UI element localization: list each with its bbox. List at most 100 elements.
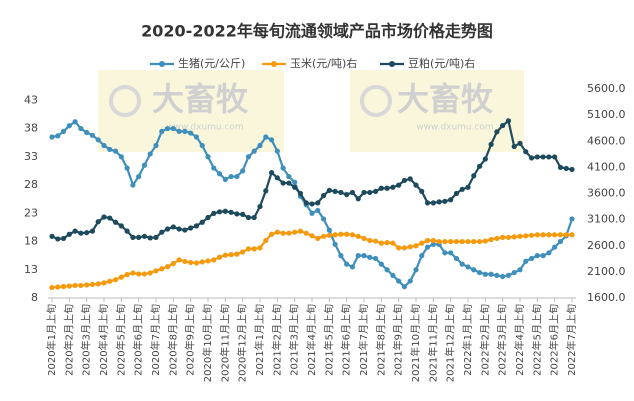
- watermark-logo: [109, 85, 141, 117]
- legend-marker: [159, 61, 165, 67]
- point: [332, 188, 338, 195]
- point: [332, 232, 338, 238]
- point: [251, 246, 257, 252]
- point: [448, 250, 454, 256]
- point: [442, 238, 448, 245]
- y2-tick-label: 2100.0: [587, 265, 626, 278]
- point: [199, 219, 205, 225]
- point: [476, 238, 483, 245]
- point: [448, 197, 454, 203]
- point: [182, 128, 188, 134]
- point: [505, 118, 512, 124]
- point: [211, 257, 217, 263]
- point: [240, 249, 246, 255]
- point: [528, 155, 535, 161]
- point: [234, 251, 240, 257]
- point: [384, 267, 390, 273]
- point: [338, 231, 344, 237]
- x-tick-label: 2021年12月上旬: [444, 304, 457, 382]
- point: [263, 237, 269, 244]
- point: [60, 128, 67, 134]
- x-tick-label: 2020年5月上旬: [114, 304, 127, 376]
- point: [349, 264, 356, 270]
- point: [309, 201, 315, 207]
- point: [118, 274, 124, 280]
- point: [344, 261, 350, 267]
- point: [471, 173, 477, 179]
- point: [390, 272, 396, 279]
- point: [188, 259, 194, 266]
- point: [448, 238, 454, 245]
- y-tick-label: 38: [24, 122, 38, 135]
- legend-marker: [271, 61, 277, 67]
- point: [130, 182, 136, 188]
- point: [338, 253, 344, 259]
- point: [511, 234, 517, 240]
- point: [199, 259, 205, 265]
- point: [552, 232, 558, 238]
- point: [280, 165, 286, 171]
- y2-tick-label: 5100.0: [587, 108, 626, 121]
- point: [118, 223, 124, 229]
- point: [407, 176, 413, 182]
- point: [274, 148, 280, 154]
- point: [546, 250, 552, 256]
- point: [292, 184, 298, 190]
- point: [517, 233, 523, 239]
- x-tick-label: 2022年5月上旬: [530, 304, 543, 376]
- x-tick-label: 2021年4月上旬: [305, 304, 318, 376]
- point: [442, 250, 448, 256]
- x-tick-label: 2020年12月上旬: [236, 304, 249, 382]
- point: [367, 254, 373, 260]
- point: [222, 208, 228, 214]
- point: [176, 226, 182, 232]
- point: [320, 216, 327, 222]
- point: [482, 238, 488, 244]
- point: [511, 143, 517, 150]
- point: [563, 165, 569, 172]
- point: [188, 130, 194, 136]
- point: [240, 168, 246, 174]
- point: [326, 187, 332, 193]
- point: [505, 272, 512, 279]
- point: [101, 142, 107, 149]
- x-tick-label: 2020年6月上旬: [132, 304, 145, 376]
- point: [107, 278, 113, 284]
- point: [228, 173, 234, 180]
- point: [193, 223, 200, 229]
- point: [528, 232, 535, 238]
- point: [49, 233, 55, 239]
- point: [557, 232, 564, 238]
- point: [309, 210, 315, 216]
- point: [118, 154, 124, 160]
- point: [274, 175, 280, 181]
- point: [130, 270, 136, 276]
- point: [170, 125, 176, 132]
- point: [78, 230, 84, 236]
- point: [112, 148, 119, 154]
- y2-tick-label: 3600.0: [587, 187, 626, 200]
- x-tick-label: 2020年10月上旬: [201, 304, 214, 382]
- point: [251, 214, 257, 221]
- point: [500, 273, 506, 280]
- point: [517, 140, 523, 146]
- point: [176, 128, 182, 134]
- point: [500, 122, 506, 129]
- point: [344, 191, 350, 198]
- x-tick-label: 2021年8月上旬: [374, 304, 387, 376]
- point: [482, 156, 488, 162]
- point: [268, 231, 275, 237]
- point: [234, 211, 240, 217]
- point: [419, 188, 425, 195]
- point: [332, 241, 338, 247]
- point: [60, 235, 67, 242]
- point: [55, 236, 61, 242]
- x-tick-label: 2020年8月上旬: [166, 304, 179, 376]
- point: [413, 243, 419, 249]
- point: [182, 258, 188, 265]
- point: [216, 209, 223, 215]
- point: [101, 214, 107, 220]
- point: [569, 216, 575, 222]
- point: [505, 234, 512, 240]
